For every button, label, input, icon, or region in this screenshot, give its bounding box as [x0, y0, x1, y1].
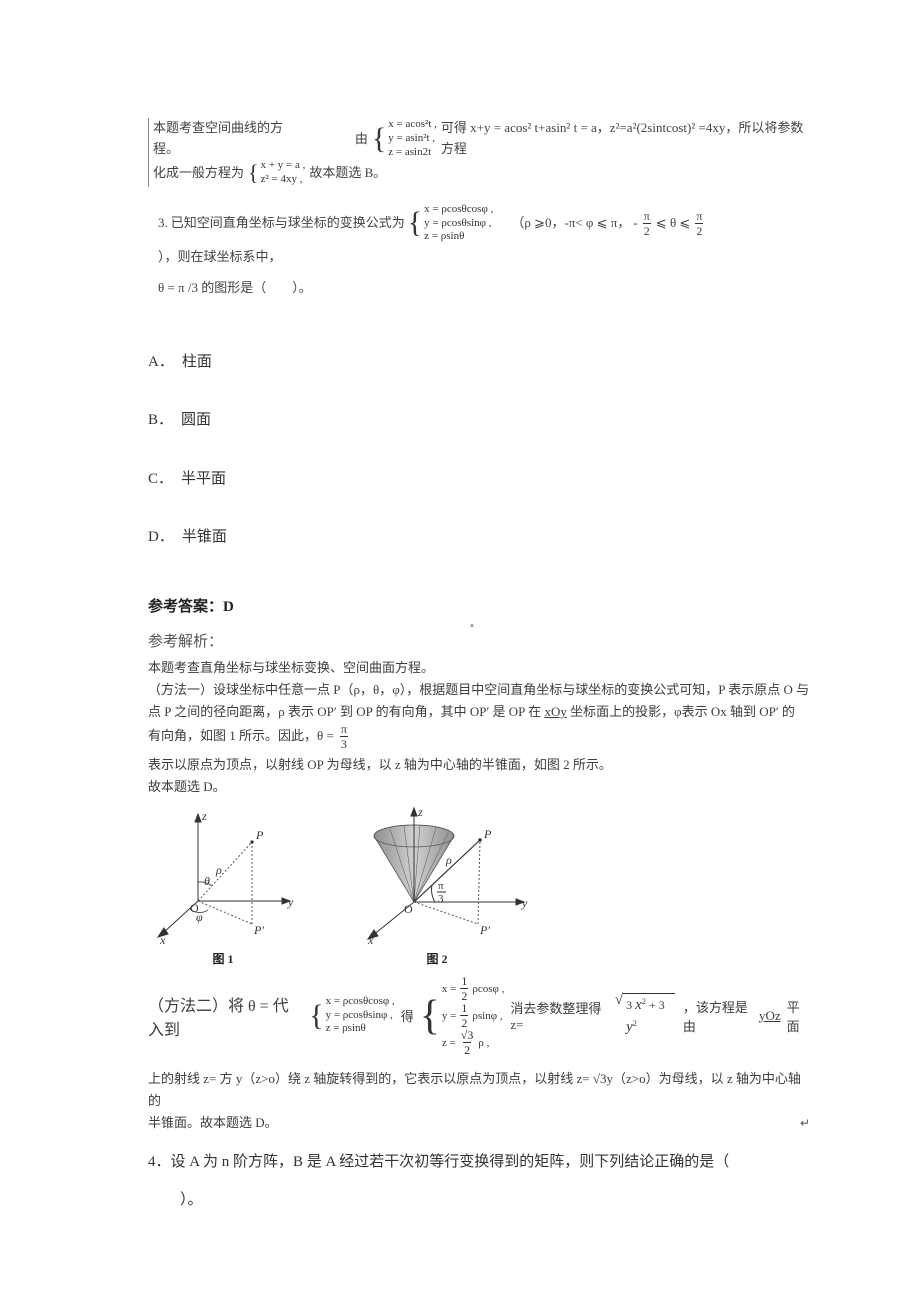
axis-z-label: z [201, 809, 207, 823]
method-2-get: 得 [401, 1006, 414, 1025]
parse-line-1: 本题考查直角坐标与球坐标变换、空间曲面方程。 [148, 657, 810, 679]
prev-q-tail-pre: 化成一般方程为 [153, 163, 244, 183]
figure-1-svg: z y x P P′ O ρ θ φ [148, 806, 298, 946]
param-system-1: { x = acos²t , y = asin²t , z = asin2t [372, 118, 437, 159]
option-D-text: 半锥面 [182, 526, 227, 549]
return-icon: ↵ [800, 1113, 810, 1133]
q3-stem-pre: 已知空间直角坐标与球坐标的变换公式为 [171, 213, 405, 234]
yoz-underlined: yOz [759, 1008, 781, 1024]
answer-label: 参考答案：D [148, 595, 810, 616]
option-D-letter: D． [148, 526, 174, 549]
q3-stem-line2: θ = π /3 的图形是（ ）。 [158, 278, 312, 299]
figure-1: z y x P P′ O ρ θ φ 图 1 [148, 806, 298, 967]
theta-label: θ [204, 874, 210, 888]
question-4: 4．设 A 为 n 阶方阵，B 是 A 经过若干次初等行变换得到的矩阵，则下列结… [148, 1144, 810, 1219]
figure-2-caption: 图 2 [426, 950, 447, 967]
option-B[interactable]: B． 圆面 [148, 409, 810, 432]
q3-transform-system: { x = ρcosθcosφ , y = ρcosθsinφ , z = ρs… [408, 203, 494, 244]
xoy-underlined: xOy [544, 704, 566, 719]
figures-row: z y x P P′ O ρ θ φ 图 1 [148, 806, 810, 967]
frac-pi-over-2-right: π 2 [695, 210, 703, 237]
method-2-tail-b: ，该方程是由 [683, 997, 753, 1035]
svg-text:z: z [417, 806, 423, 819]
point-Pprime-label: P′ [253, 923, 264, 937]
phi-label: φ [196, 910, 203, 924]
options-list: A． 柱面 B． 圆面 C． 半平面 D． 半锥面 [148, 351, 810, 549]
svg-text:P′: P′ [479, 923, 490, 937]
axis-x-label: x [159, 933, 166, 946]
rho-label: ρ [215, 863, 222, 877]
svg-text:P: P [483, 827, 492, 841]
parse-line-4: 有向角，如图 1 所示。因此，θ = π 3 表示以原点为顶点，以射线 OP 为… [148, 723, 810, 776]
minus: - [633, 213, 637, 234]
figure-2-svg: z y x P P′ O ρ π 3 [342, 806, 532, 946]
method-2-system-B: { x = 12 ρcosφ , y = 12 ρsinφ , z = √32 … [420, 975, 505, 1056]
frac-pi-over-2-left: π 2 [643, 210, 651, 237]
pi3-den: 3 [438, 893, 444, 905]
svg-text:O: O [404, 902, 413, 916]
prev-q-intro: 本题考查空间曲线的方程。 [153, 118, 301, 158]
q4-line-2: ）。 [148, 1182, 790, 1220]
pi3-num: π [438, 880, 444, 892]
option-C-letter: C． [148, 468, 173, 491]
point-P-label: P [255, 828, 264, 842]
param-system-2: { x + y = a , z² = 4xy , [248, 159, 305, 187]
method-2-row: （方法二）将 θ = 代入到 { x = ρcosθcosφ , y = ρco… [148, 975, 810, 1056]
axis-y-label: y [287, 895, 294, 909]
prev-q-tail-post: 故本题选 B。 [309, 163, 386, 183]
q4-line-1: 4．设 A 为 n 阶方阵，B 是 A 经过若干次初等行变换得到的矩阵，则下列结… [148, 1144, 790, 1182]
svg-text:x: x [367, 933, 374, 946]
svg-text:y: y [521, 896, 528, 910]
svg-text:ρ: ρ [445, 853, 452, 867]
q3-condition-close: ），则在球坐标系中， [158, 247, 282, 268]
parse-line-2: （方法一）设球坐标中任意一点 P（ρ，θ，φ），根据题目中空间直角坐标与球坐标的… [148, 679, 810, 701]
page: ▪ 本题考查空间曲线的方程。 由 { x = acos²t , y = asin… [0, 0, 920, 1302]
parse-line-3: 点 P 之间的径向距离，ρ 表示 OP′ 到 OP 的有向角，其中 OP′ 是 … [148, 701, 810, 723]
option-D[interactable]: D． 半锥面 [148, 526, 810, 549]
tail-paragraph: 上的射线 z= 方 y（z>o）绕 z 轴旋转得到的，它表示以原点为顶点，以射线… [148, 1068, 810, 1134]
solution-block-prev-q: 本题考查空间曲线的方程。 由 { x = acos²t , y = asin²t… [148, 118, 810, 187]
text-by: 由 [355, 129, 368, 149]
q3-number: 3. [158, 213, 168, 234]
parse-body: 本题考查直角坐标与球坐标变换、空间曲面方程。 （方法一）设球坐标中任意一点 P（… [148, 657, 810, 798]
tail-line-2: 半锥面。故本题选 D。 [148, 1112, 776, 1134]
option-C-text: 半平面 [181, 468, 226, 491]
option-B-text: 圆面 [181, 409, 211, 432]
option-C[interactable]: C． 半平面 [148, 468, 810, 491]
tail-line-2-row: 半锥面。故本题选 D。 ↵ [148, 1112, 810, 1134]
method-2-tail-a: 消去参数整理得 z= [510, 998, 606, 1033]
pause-glyph: ▪ [470, 620, 474, 632]
frac-pi-over-3: π 3 [340, 723, 348, 750]
parse-label: 参考解析： [148, 630, 810, 651]
sqrt-expr: √ 3 x2 + 3 y2 [615, 993, 675, 1039]
method-2-prefix: （方法二）将 θ = 代入到 [148, 992, 303, 1040]
method-2-system-A: { x = ρcosθcosφ , y = ρcosθsinφ , z = ρs… [309, 995, 395, 1036]
option-A-letter: A． [148, 351, 174, 374]
prev-q-mid: 可得 x+y = acos² t+asin² t = a，z²=a²(2sint… [441, 118, 810, 158]
option-B-letter: B． [148, 409, 173, 432]
figure-1-caption: 图 1 [212, 950, 233, 967]
figure-2: z y x P P′ O ρ π 3 图 2 [342, 806, 532, 967]
option-A[interactable]: A． 柱面 [148, 351, 810, 374]
tail-line-1: 上的射线 z= 方 y（z>o）绕 z 轴旋转得到的，它表示以原点为顶点，以射线… [148, 1068, 810, 1112]
method-2-tail-c: 平面 [787, 997, 810, 1035]
option-A-text: 柱面 [182, 351, 212, 374]
q3-condition-open: （ρ ⩾0，-π< φ ⩽ π， [511, 213, 630, 234]
q3-condition-mid: ⩽ θ ⩽ [656, 213, 691, 234]
question-3: 3. 已知空间直角坐标与球坐标的变换公式为 { x = ρcosθcosφ , … [148, 203, 810, 299]
parse-line-5: 故本题选 D。 [148, 776, 810, 798]
